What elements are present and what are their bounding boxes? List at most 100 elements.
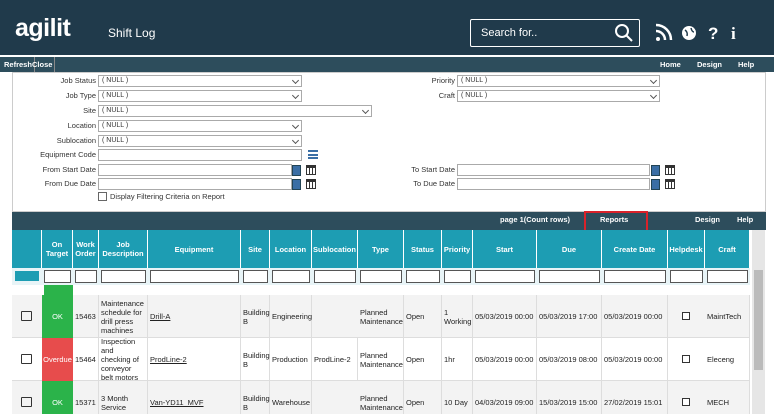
column-header[interactable]: Status [404,230,442,268]
toolbar-button[interactable]: Close [30,57,56,72]
filter-input[interactable] [457,164,650,176]
edit-icon[interactable] [21,354,32,364]
edit-icon[interactable] [21,397,32,407]
column-filter-input[interactable] [44,270,71,283]
table-row [12,381,750,414]
column-filter-input[interactable] [272,270,310,283]
column-header[interactable]: Start [473,230,537,268]
column-header[interactable]: Create Date [602,230,668,268]
filter-select[interactable]: ( NULL ) [457,75,660,87]
column-filter-input[interactable] [539,270,600,283]
column-filter-input[interactable] [101,270,146,283]
edit-icon[interactable] [21,311,32,321]
column-header[interactable]: Type [358,230,404,268]
date-spinner[interactable] [292,165,301,176]
search-box[interactable]: Search for.. [470,19,640,47]
filter-label: To Start Date [411,165,455,174]
column-header[interactable]: Craft [705,230,750,268]
header-icons[interactable]: ? i [655,22,755,44]
equipment-link[interactable]: Van-YD11_MVF [148,381,241,414]
calendar-icon[interactable] [306,165,316,175]
table-cell: Planned Maintenance [358,338,404,381]
table-cell: Production [270,338,312,381]
header-icon [12,230,42,268]
date-spinner[interactable] [292,179,301,190]
filter-panel [12,72,766,212]
table-cell: Open [404,295,442,338]
column-header[interactable]: Sublocation [312,230,358,268]
column-header[interactable]: On Target [42,230,73,268]
filter-label: Priority [431,76,455,85]
filter-row-icon[interactable] [15,271,39,281]
column-header[interactable]: Site [241,230,270,268]
filter-label: Job Type [65,91,96,100]
table-cell: 15371 [73,381,99,414]
toolbar-button[interactable]: Help [738,60,755,69]
grid-toolbar [12,212,766,230]
table-cell: 05/03/2019 00:00 [473,295,537,338]
column-header[interactable]: Helpdesk [668,230,705,268]
toolbar-button[interactable]: Design [697,60,723,69]
filter-select[interactable]: ( NULL ) [98,135,302,147]
dropdown-arrow [649,76,658,85]
filter-select[interactable]: ( NULL ) [98,120,302,132]
column-header[interactable]: Priority [442,230,473,268]
column-filter-input[interactable] [150,270,239,283]
list-icon[interactable] [308,150,318,159]
date-spinner[interactable] [651,165,660,176]
filter-select[interactable]: ( NULL ) [98,90,302,102]
reports-button[interactable]: Reports [600,215,629,224]
equipment-link[interactable]: Drill-A [148,295,241,338]
table-cell: 10 Day [442,381,473,414]
column-header[interactable]: Location [270,230,312,268]
status-cell: Overdue [42,338,73,381]
calendar-icon[interactable] [665,179,675,189]
column-header[interactable]: Equipment [148,230,241,268]
filter-input[interactable] [98,178,292,190]
equipment-link[interactable]: ProdLine-2 [148,338,241,381]
search-icon [615,24,633,42]
checkbox[interactable] [98,192,107,201]
calendar-icon[interactable] [665,165,675,175]
filter-select[interactable]: ( NULL ) [98,105,372,117]
column-filter-input[interactable] [707,270,748,283]
column-header[interactable]: Due [537,230,602,268]
column-filter-input[interactable] [360,270,402,283]
filter-input[interactable] [457,178,650,190]
filter-select[interactable]: ( NULL ) [98,75,302,87]
toolbar-button[interactable]: Refresh [2,57,35,72]
column-header[interactable]: Job Description [99,230,148,268]
table-cell: Inspection and checking of conveyor belt… [99,337,148,382]
column-filter-input[interactable] [406,270,440,283]
table-cell: Open [404,381,442,414]
column-filter-input[interactable] [670,270,703,283]
helpdesk-checkbox[interactable] [682,355,690,363]
date-spinner[interactable] [651,179,660,190]
dropdown-arrow [649,91,658,100]
helpdesk-checkbox[interactable] [682,398,690,406]
column-filter-input[interactable] [243,270,268,283]
filter-label: Craft [438,91,455,100]
column-filter-input[interactable] [75,270,97,283]
column-filter-input[interactable] [314,270,356,283]
toolbar [0,57,774,72]
filter-input[interactable] [98,149,302,161]
table-cell: 05/03/2019 00:00 [473,338,537,381]
toolbar-button[interactable]: Home [660,60,681,69]
design-button[interactable]: Design [695,215,721,224]
column-filter-input[interactable] [444,270,471,283]
filter-select[interactable]: ( NULL ) [457,90,660,102]
calendar-icon[interactable] [306,179,316,189]
column-filter-input[interactable] [475,270,535,283]
filter-label: Sublocation [56,136,96,145]
column-header[interactable]: Work Order [73,230,99,268]
table-cell: 15/03/2019 15:00 [537,381,602,414]
scrollbar[interactable] [752,230,765,414]
filter-input[interactable] [98,164,292,176]
helpdesk-checkbox[interactable] [682,312,690,320]
logo[interactable]: agilit [15,14,71,42]
help-button[interactable]: Help [737,215,754,224]
column-filter-input[interactable] [604,270,666,283]
scroll-thumb[interactable] [754,270,763,370]
